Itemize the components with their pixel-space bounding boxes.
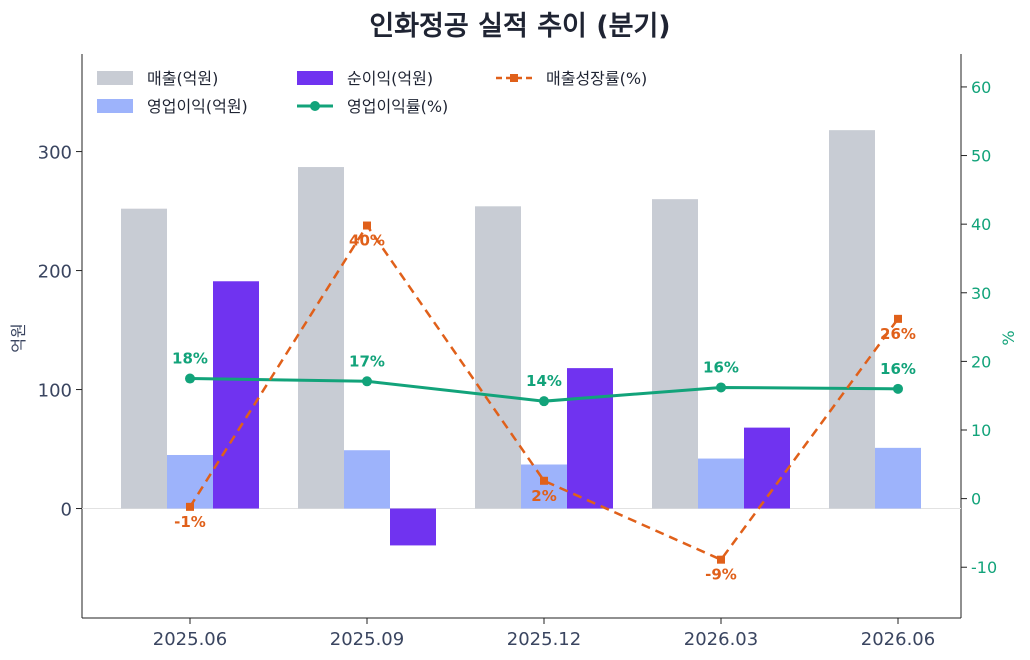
y-tick-label-1: 100 xyxy=(38,381,72,402)
marker-margin-0 xyxy=(185,373,195,384)
data-label-margin-1: 17% xyxy=(349,352,385,370)
x-tick-label-3: 2026.03 xyxy=(684,629,758,650)
legend-swatch-0 xyxy=(97,71,133,85)
legend-marker-4 xyxy=(310,101,320,111)
legend-label-3: 영업이익(억원) xyxy=(147,97,248,116)
data-label-growth-2: 2% xyxy=(531,487,556,505)
marker-margin-2 xyxy=(539,396,549,407)
bar-net-income-0 xyxy=(213,281,259,509)
x-tick-label-2: 2025.12 xyxy=(507,629,581,650)
bar-revenue-0 xyxy=(121,208,167,509)
axes-layer: 0 100 200 300 -10 0 10 20 30 40 50 60 2025.06 2025.09… xyxy=(38,78,998,650)
legend-label-0: 매출(억원) xyxy=(147,69,218,88)
y-right-tick-label-6: 50 xyxy=(971,147,991,166)
bar-revenue-2 xyxy=(475,206,521,509)
marker-growth-0 xyxy=(186,502,194,511)
data-label-margin-2: 14% xyxy=(526,372,562,390)
marker-growth-1 xyxy=(363,221,371,230)
data-label-growth-0: -1% xyxy=(174,513,206,531)
y-axis-label-right: % xyxy=(999,330,1018,345)
y-tick-label-2: 200 xyxy=(38,262,72,283)
bar-revenue-4 xyxy=(829,130,875,509)
bar-operating-profit-2 xyxy=(521,464,567,509)
legend: 매출(억원) 순이익(억원) 매출성장률(%) 영업이익(억원) 영업이익률(%) xyxy=(97,69,647,116)
y-right-tick-label-0: -10 xyxy=(971,558,997,577)
y-right-tick-label-7: 60 xyxy=(971,78,991,97)
x-tick-label-0: 2025.06 xyxy=(153,629,227,650)
marker-growth-4 xyxy=(894,314,902,323)
legend-swatch-1 xyxy=(297,71,333,85)
y-tick-label-0: 0 xyxy=(61,500,72,521)
bar-net-income-1 xyxy=(390,508,436,546)
bar-operating-profit-4 xyxy=(875,447,921,509)
y-tick-label-3: 300 xyxy=(38,143,72,164)
x-tick-label-4: 2026.06 xyxy=(861,629,935,650)
data-label-margin-3: 16% xyxy=(703,358,739,376)
series-line-growth xyxy=(188,223,900,562)
marker-margin-3 xyxy=(716,382,726,393)
bar-net-income-2 xyxy=(567,368,613,509)
y-right-tick-label-4: 30 xyxy=(971,284,991,303)
bar-revenue-3 xyxy=(652,199,698,509)
y-right-tick-label-3: 20 xyxy=(971,352,991,371)
marker-growth-2 xyxy=(540,476,548,485)
bar-operating-profit-0 xyxy=(167,454,213,509)
data-label-margin-4: 16% xyxy=(880,360,916,378)
y-right-tick-label-1: 0 xyxy=(971,490,981,509)
x-tick-label-1: 2025.09 xyxy=(330,629,404,650)
legend-label-2: 매출성장률(%) xyxy=(546,69,647,88)
legend-label-1: 순이익(억원) xyxy=(347,69,433,88)
data-label-margin-0: 18% xyxy=(172,350,208,368)
bar-operating-profit-3 xyxy=(698,458,744,509)
lines-layer xyxy=(185,221,903,564)
plot-frame xyxy=(81,54,962,619)
bar-operating-profit-1 xyxy=(344,450,390,509)
bar-revenue-1 xyxy=(298,167,344,509)
chart-title: 인화정공 실적 추이 (분기) xyxy=(369,11,670,42)
legend-swatch-3 xyxy=(97,99,133,113)
bars-layer xyxy=(121,130,921,546)
legend-marker-2 xyxy=(510,74,518,82)
y-right-tick-label-5: 40 xyxy=(971,215,991,234)
marker-margin-4 xyxy=(893,383,903,394)
marker-growth-3 xyxy=(717,555,725,564)
marker-margin-1 xyxy=(362,376,372,387)
data-labels-layer: 18% 17% 14% 16% 16% -1% 40% 2% -9% 26% xyxy=(172,232,916,584)
y-right-tick-label-2: 10 xyxy=(971,421,991,440)
data-label-growth-3: -9% xyxy=(705,566,737,584)
data-label-growth-4: 26% xyxy=(880,325,916,343)
y-axis-label: 억원 xyxy=(9,323,28,352)
bar-net-income-3 xyxy=(744,427,790,509)
legend-label-4: 영업이익률(%) xyxy=(347,97,448,116)
data-label-growth-1: 40% xyxy=(349,232,385,250)
